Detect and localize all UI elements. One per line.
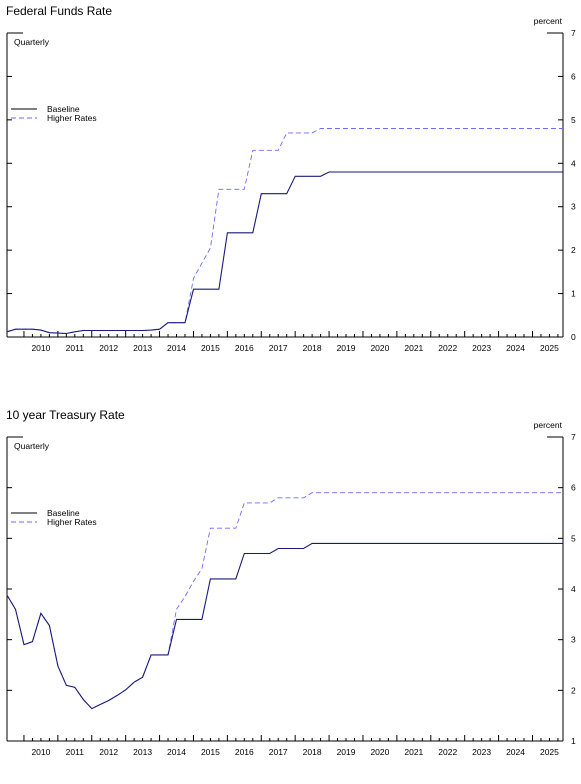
x-tick-label: 2024 bbox=[506, 343, 525, 353]
x-tick-label: 2012 bbox=[99, 343, 118, 353]
x-tick-label: 2022 bbox=[438, 747, 457, 757]
x-tick-label: 2020 bbox=[370, 747, 389, 757]
series-line-baseline bbox=[6, 171, 563, 335]
x-tick-label: 2015 bbox=[201, 747, 220, 757]
legend-label: Higher Rates bbox=[47, 517, 97, 527]
y-tick-label: 2 bbox=[571, 245, 576, 255]
x-tick-label: 2013 bbox=[133, 343, 152, 353]
y-axis-unit-label: percent bbox=[534, 420, 563, 430]
x-tick-label: 2017 bbox=[269, 343, 288, 353]
series-line-baseline bbox=[6, 542, 563, 710]
x-tick-label: 2018 bbox=[303, 343, 322, 353]
series-line-higher-rates bbox=[6, 128, 563, 334]
y-tick-label: 1 bbox=[571, 736, 576, 746]
x-tick-label: 2017 bbox=[269, 747, 288, 757]
x-tick-label: 2024 bbox=[506, 747, 525, 757]
fed-funds-panel: Federal Funds Rate 0 1 2 3 4 5 6 7 percent 2010 20… bbox=[0, 0, 581, 380]
x-tick-label: 2025 bbox=[540, 343, 559, 353]
x-tick-label: 2019 bbox=[337, 747, 356, 757]
x-tick-label: 2023 bbox=[472, 343, 491, 353]
y-tick-label: 4 bbox=[571, 158, 576, 168]
y-tick-label: 6 bbox=[571, 483, 576, 493]
chart-title: 10 year Treasury Rate bbox=[6, 408, 125, 422]
y-tick-label: 1 bbox=[571, 289, 576, 299]
x-tick-label: 2019 bbox=[337, 343, 356, 353]
x-tick-label: 2021 bbox=[404, 747, 423, 757]
y-tick-label: 3 bbox=[571, 202, 576, 212]
x-tick-label: 2016 bbox=[235, 343, 254, 353]
x-tick-label: 2022 bbox=[438, 343, 457, 353]
x-tick-label: 2020 bbox=[370, 343, 389, 353]
y-tick-label: 4 bbox=[571, 584, 576, 594]
x-tick-label: 2016 bbox=[235, 747, 254, 757]
y-tick-label: 3 bbox=[571, 635, 576, 645]
legend-label: Higher Rates bbox=[47, 113, 97, 123]
frequency-label: Quarterly bbox=[14, 441, 50, 451]
x-tick-label: 2010 bbox=[31, 343, 50, 353]
treasury-panel: 10 year Treasury Rate 1 2 3 4 5 6 7 percent 2010… bbox=[0, 404, 581, 784]
y-tick-label: 7 bbox=[571, 432, 576, 442]
x-tick-label: 2012 bbox=[99, 747, 118, 757]
x-tick-label: 2023 bbox=[472, 747, 491, 757]
y-tick-label: 5 bbox=[571, 115, 576, 125]
x-tick-label: 2014 bbox=[167, 747, 186, 757]
x-tick-label: 2011 bbox=[66, 343, 85, 353]
y-tick-label: 7 bbox=[571, 28, 576, 38]
legend-label: Baseline bbox=[47, 508, 80, 518]
frequency-label: Quarterly bbox=[14, 37, 50, 47]
x-tick-label: 2013 bbox=[133, 747, 152, 757]
x-tick-label: 2011 bbox=[66, 747, 85, 757]
x-tick-label: 2015 bbox=[201, 343, 220, 353]
y-tick-label: 0 bbox=[571, 332, 576, 342]
y-tick-label: 6 bbox=[571, 71, 576, 81]
x-tick-label: 2025 bbox=[540, 747, 559, 757]
y-tick-label: 2 bbox=[571, 685, 576, 695]
x-tick-label: 2018 bbox=[303, 747, 322, 757]
x-tick-label: 2010 bbox=[31, 747, 50, 757]
legend-label: Baseline bbox=[47, 104, 80, 114]
y-axis-unit-label: percent bbox=[534, 16, 563, 26]
y-tick-label: 5 bbox=[571, 533, 576, 543]
chart-title: Federal Funds Rate bbox=[6, 4, 113, 18]
treasury-chart: 1 2 3 4 5 6 7 percent 2010 2011 2012 2013 2014 2015 20… bbox=[6, 420, 576, 757]
fed-funds-chart: 0 1 2 3 4 5 6 7 percent 2010 2011 2012 2013 2014 2015 2… bbox=[6, 16, 576, 353]
x-tick-label: 2014 bbox=[167, 343, 186, 353]
x-tick-label: 2021 bbox=[404, 343, 423, 353]
